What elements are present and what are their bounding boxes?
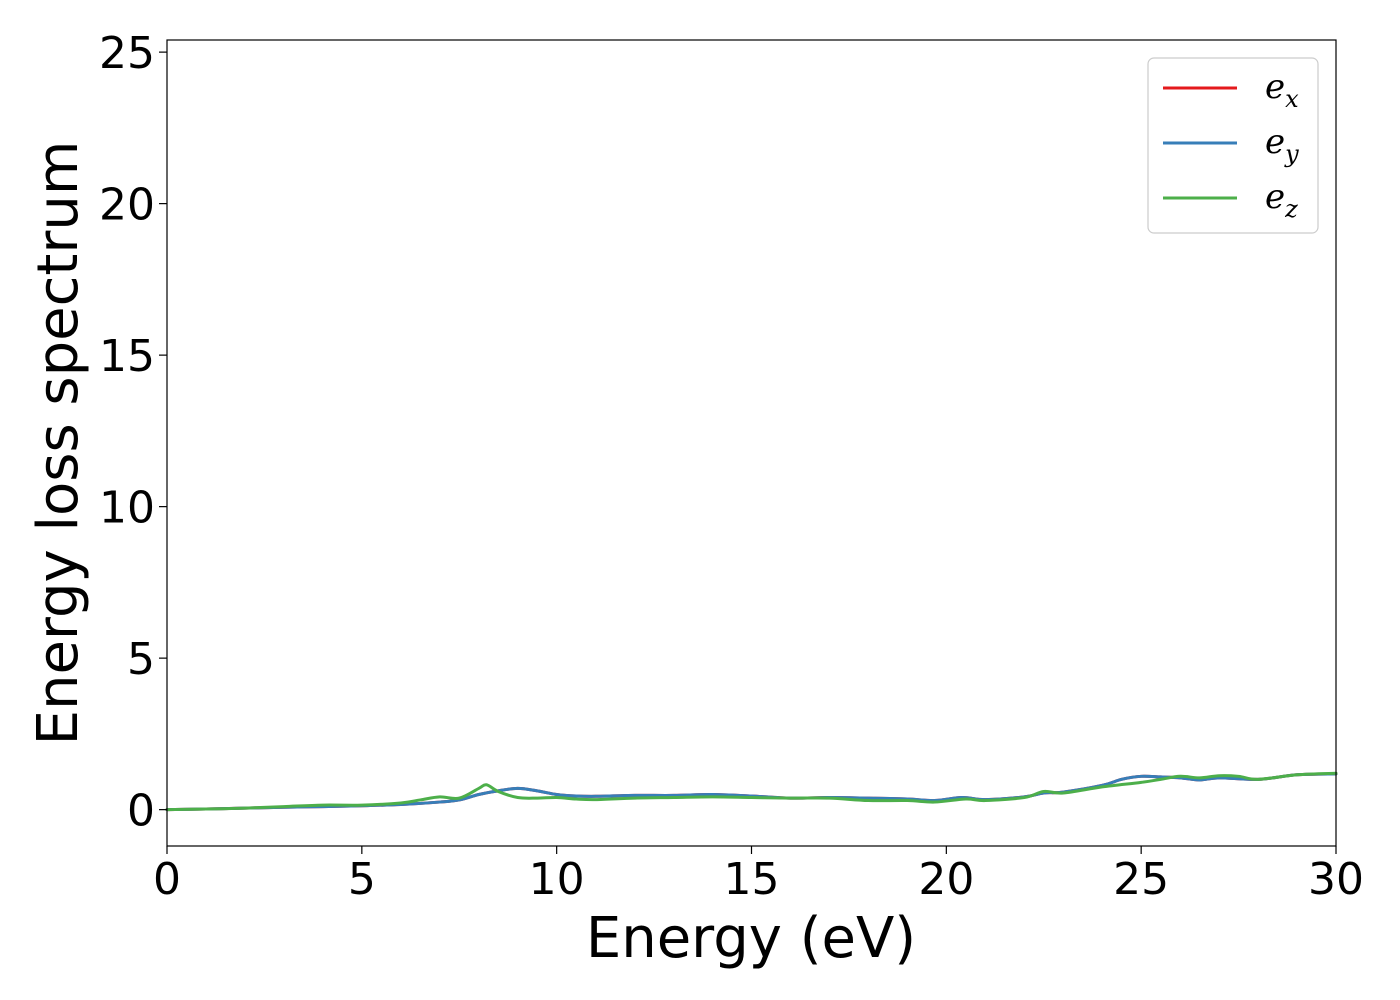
x-tick-label: 30 xyxy=(1308,854,1364,905)
x-axis-label: Energy (eV) xyxy=(586,906,916,971)
x-tick-label: 15 xyxy=(724,854,780,905)
x-tick-label: 10 xyxy=(529,854,585,905)
y-axis-ticks: 0 5 10 15 20 25 xyxy=(99,28,167,837)
y-tick-label: 15 xyxy=(99,331,155,382)
x-axis-ticks: 0 5 10 15 20 25 30 xyxy=(153,846,1364,905)
legend-label-ex: ex xyxy=(1265,67,1299,113)
legend-label-ez: ez xyxy=(1265,177,1298,223)
legend-label-ey: ey xyxy=(1265,122,1299,168)
y-tick-label: 20 xyxy=(99,180,155,231)
y-tick-label: 0 xyxy=(127,786,155,837)
x-tick-label: 5 xyxy=(348,854,376,905)
y-tick-label: 5 xyxy=(127,634,155,685)
x-tick-label: 25 xyxy=(1113,854,1169,905)
y-tick-label: 25 xyxy=(99,28,155,79)
series-layer xyxy=(165,771,1338,812)
x-tick-label: 20 xyxy=(918,854,974,905)
x-tick-label: 0 xyxy=(153,854,181,905)
y-tick-label: 10 xyxy=(99,483,155,534)
legend: ex ey ez xyxy=(1147,57,1319,234)
plot-area xyxy=(167,40,1336,846)
series-line-ez xyxy=(165,771,1338,812)
y-axis-label: Energy loss spectrum xyxy=(26,141,91,746)
